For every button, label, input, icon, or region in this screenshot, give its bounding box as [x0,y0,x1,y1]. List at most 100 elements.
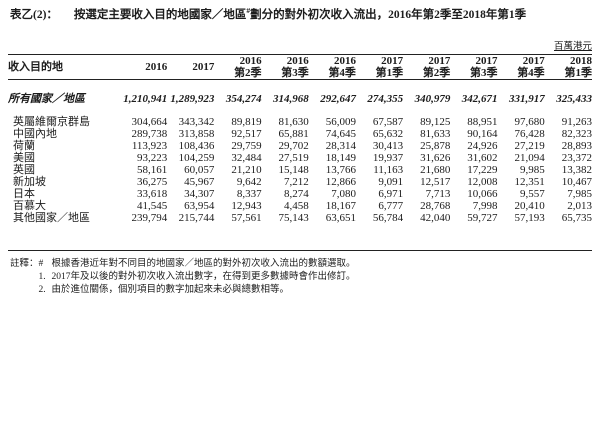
value-cell: 56,009 [325,116,356,128]
column-header-year: 2016 [239,55,262,67]
value-cell: 58,161 [136,164,168,176]
value-cell: 28,768 [420,200,451,212]
value-cell: 57,561 [231,212,262,224]
value-cell: 12,943 [231,200,262,212]
footnote-item: 1. 2017年及以後的對外初次收入流出數字，在得到更多數據時會作出修訂。 [39,271,356,284]
value-cell: 215,744 [178,212,215,224]
total-value-cell: 274,355 [367,93,404,105]
value-cell: 74,645 [325,128,356,140]
value-cell: 57,193 [514,212,545,224]
value-cell: 28,893 [561,140,592,152]
column-header-year: 2017 [381,55,404,67]
table-wrap: 收入目的地 2016 2017 2016 第2季 2016 第3季 2016 第4季 2017 第… [8,55,592,251]
row-label: 英國 [13,164,35,176]
value-cell: 41,545 [136,200,168,212]
value-cell: 4,458 [284,200,309,212]
footnote-item: # 根據香港近年對不同目的地國家／地區的對外初次收入流出的數額選取。 [39,258,356,271]
value-cell: 12,008 [467,176,498,188]
table-row: 其他國家／地區 239,794 215,744 57,561 75,143 63,651 5… [8,212,592,224]
value-cell: 91,263 [561,116,592,128]
value-cell: 63,954 [184,200,215,212]
value-cell: 32,484 [231,152,262,164]
column-header: 2016 第3季 [261,55,309,80]
total-value-cell: 354,274 [225,93,262,105]
column-header: 2017 第3季 [450,55,498,80]
value-cell: 63,651 [325,212,356,224]
table-title-text: 按選定主要收入目的地國家／地區#劃分的對外初次收入流出，2016年第2季至201… [73,6,527,21]
column-header: 2016 第4季 [308,55,356,80]
column-header-quarter: 第3季 [470,67,498,79]
row-label: 荷蘭 [13,140,35,152]
footnote-marker: 1. [38,272,46,282]
footnotes-label: 註釋： [10,259,39,269]
destination-header: 收入目的地 [8,55,120,80]
value-cell: 10,467 [561,176,592,188]
column-header-year: 2017 [428,55,451,67]
column-header-year: 2016 [286,55,309,67]
value-cell: 7,985 [567,188,592,200]
value-cell: 313,858 [178,128,215,140]
footnote-text: 由於進位關係，個別項目的數字加起來未必與總數相等。 [51,285,290,295]
value-cell: 82,323 [561,128,592,140]
value-cell: 65,881 [278,128,309,140]
table-title: 表乙(2)： 按選定主要收入目的地國家／地區#劃分的對外初次收入流出，2016年… [8,6,592,22]
value-cell: 6,971 [378,188,404,200]
column-header-year: 2016 [145,61,168,73]
value-cell: 45,967 [184,176,215,188]
value-cell: 12,517 [420,176,451,188]
value-cell: 65,735 [561,212,592,224]
value-cell: 75,143 [278,212,309,224]
value-cell: 7,713 [425,188,451,200]
column-header-quarter: 第4季 [328,67,356,79]
unit-row: 百萬港元 [8,38,592,55]
column-header-year: 2018 [570,55,592,67]
value-cell: 31,602 [467,152,498,164]
value-cell: 343,342 [178,116,215,128]
value-cell: 7,998 [472,200,498,212]
value-cell: 90,164 [467,128,498,140]
value-cell: 15,148 [278,164,309,176]
table-body: 所有國家／地區 1,210,941 1,289,923 354,274 314,968… [8,80,592,224]
column-header-quarter: 第3季 [281,67,309,79]
value-cell: 76,428 [514,128,545,140]
column-header-quarter: 第2季 [422,67,451,79]
column-header-quarter: 第1季 [564,67,593,79]
value-cell: 6,777 [378,200,404,212]
total-value-cell: 292,647 [320,93,356,105]
row-label: 中國內地 [13,128,57,140]
value-cell: 304,664 [131,116,168,128]
value-cell: 36,275 [136,176,168,188]
table-row: 百慕大 41,545 63,954 12,943 4,458 18,167 6,777 28,… [8,200,592,212]
value-cell: 34,307 [184,188,215,200]
column-header: 2017 第4季 [497,55,545,80]
table-row: 中國內地 289,738 313,858 92,517 65,881 74,645 65,6… [8,128,592,140]
value-cell: 33,618 [136,188,168,200]
value-cell: 60,057 [184,164,215,176]
footnote-list: # 根據香港近年對不同目的地國家／地區的對外初次收入流出的數額選取。 1. 2017年… [39,258,356,297]
column-header: 2017 第1季 [355,55,404,80]
value-cell: 27,219 [514,140,545,152]
value-cell: 42,040 [420,212,451,224]
value-cell: 289,738 [131,128,168,140]
value-cell: 7,080 [331,188,356,200]
table-row: 新加坡 36,275 45,967 9,642 7,212 12,866 9,091 12,5… [8,176,592,188]
value-cell: 13,382 [561,164,592,176]
value-cell: 239,794 [131,212,168,224]
footnote-text: 2017年及以後的對外初次收入流出數字，在得到更多數據時會作出修訂。 [51,272,356,282]
column-header: 2016 [120,55,168,80]
value-cell: 7,212 [284,176,309,188]
column-header-year: 2017 [522,55,545,67]
value-cell: 21,094 [514,152,545,164]
total-row: 所有國家／地區 1,210,941 1,289,923 354,274 314,968… [8,80,592,117]
value-cell: 21,210 [231,164,262,176]
value-cell: 81,633 [420,128,451,140]
column-header: 2016 第2季 [214,55,262,80]
footnote-item: 2. 由於進位關係，個別項目的數字加起來未必與總數相等。 [39,284,356,297]
value-cell: 104,259 [178,152,215,164]
value-cell: 25,878 [420,140,451,152]
value-cell: 19,937 [372,152,404,164]
value-cell: 8,274 [284,188,309,200]
value-cell: 21,680 [420,164,451,176]
value-cell: 67,587 [372,116,404,128]
